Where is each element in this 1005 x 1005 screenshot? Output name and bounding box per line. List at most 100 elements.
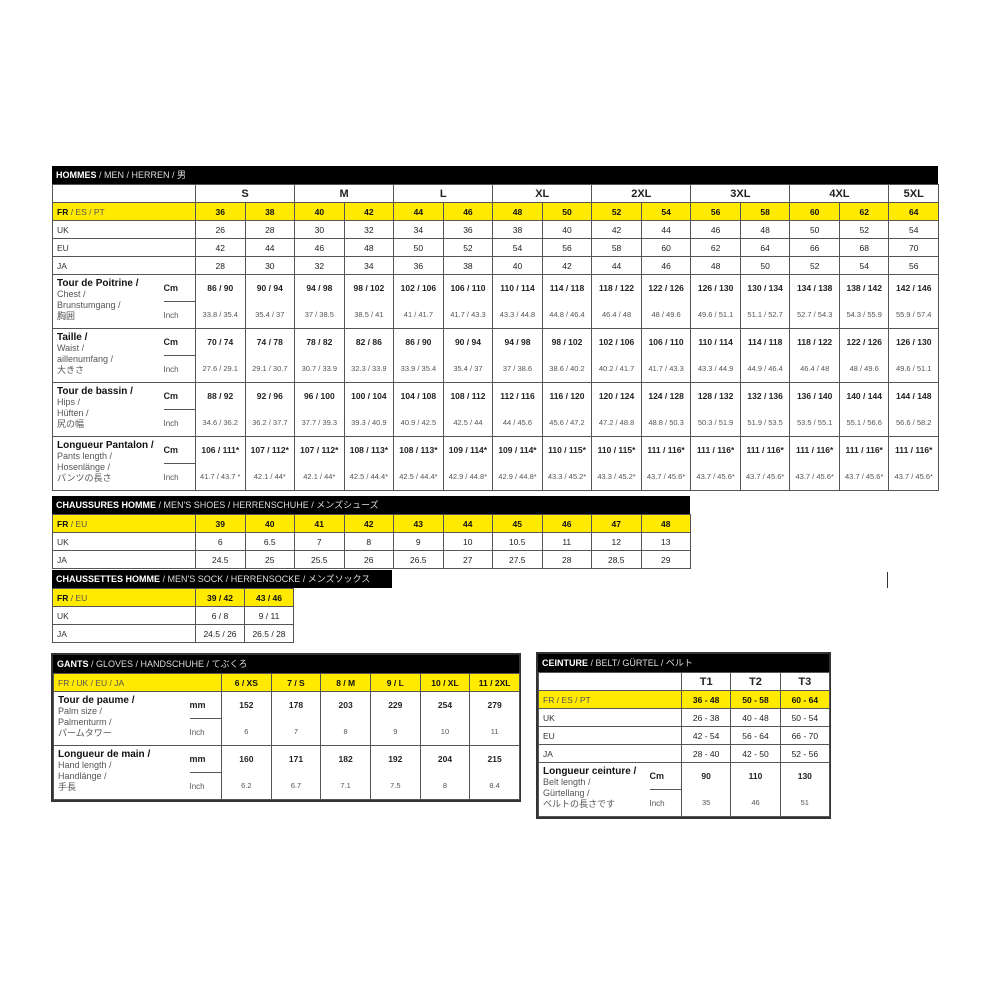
key-size-cell: 47 bbox=[591, 514, 642, 533]
measure-cell: 109 / 114* bbox=[442, 436, 494, 464]
key-size-cell: 58 bbox=[739, 202, 791, 221]
measure-cell: 47.2 / 48.8 bbox=[591, 409, 642, 437]
key-label-rest: / EU bbox=[68, 592, 88, 603]
size-cell: 46 bbox=[690, 220, 741, 239]
measure-cell: 27.6 / 29.1 bbox=[195, 355, 246, 383]
measure-cell: 42.5 / 44 bbox=[442, 409, 494, 437]
size-cell: 30 bbox=[244, 256, 296, 275]
title-main: HOMMES bbox=[56, 170, 97, 180]
measure-cell: 51 bbox=[779, 789, 830, 817]
row-label: JA bbox=[52, 256, 196, 275]
size-cell: 36 bbox=[393, 256, 444, 275]
row-label: JA bbox=[538, 744, 682, 763]
measure-cell: 88 / 92 bbox=[195, 382, 246, 410]
measure-cell: 111 / 116* bbox=[838, 436, 890, 464]
measure-cell: 42.5 / 44.4* bbox=[393, 463, 444, 491]
size-cell: 29 bbox=[640, 550, 691, 569]
gloves-size-table: GANTS / GLOVES / HANDSCHUHE / てぶくろ FR / U… bbox=[51, 653, 521, 802]
measure-cell: 53.5 / 55.1 bbox=[789, 409, 840, 437]
measure-cell: 8 bbox=[419, 772, 471, 800]
measure-cell: 118 / 122 bbox=[591, 274, 642, 302]
size-cell: 40 bbox=[492, 256, 543, 275]
size-cell: 36 bbox=[442, 220, 494, 239]
measure-cell: 56.6 / 58.2 bbox=[888, 409, 939, 437]
measure-label: Longueur de main / Hand length / Handlänge… bbox=[53, 745, 190, 800]
measure-label: Longueur ceinture / Belt length / Gürtella… bbox=[538, 762, 650, 817]
size-cell: 48 bbox=[343, 238, 395, 257]
measure-cell: 90 / 94 bbox=[442, 328, 494, 356]
unit-label: Cm bbox=[163, 436, 196, 464]
size-cell: 28 bbox=[541, 550, 592, 569]
row-label: JA bbox=[52, 550, 196, 569]
table-row: JA 28 - 40 42 - 50 52 - 56 bbox=[538, 744, 830, 763]
size-cell: 46 bbox=[640, 256, 692, 275]
size-group-row: S M L XL 2XL 3XL 4XL 5XL bbox=[52, 184, 939, 203]
measure-cell: 114 / 118 bbox=[541, 274, 593, 302]
size-cell: 12 bbox=[591, 532, 642, 551]
measure-cell: 104 / 108 bbox=[393, 382, 444, 410]
size-group-row: T1 T2 T3 bbox=[538, 672, 830, 691]
key-size-cell: 48 bbox=[492, 202, 543, 221]
measure-label-line: Gürtellang / bbox=[543, 788, 590, 798]
size-cell: 8 bbox=[343, 532, 394, 551]
measure-cell: 41.7 / 43.3 bbox=[640, 355, 692, 383]
key-label-bold: FR bbox=[57, 206, 69, 217]
size-cell: 56 bbox=[888, 256, 939, 275]
measure-cell: 110 / 115* bbox=[541, 436, 593, 464]
table-row: JA 24.5 / 26 26.5 / 28 bbox=[52, 624, 294, 643]
size-grid: FR / EU 39 40 41 42 43 44 45 46 47 48 UK 6 6.5 7 8 9 10 10… bbox=[52, 514, 691, 569]
unit-label: Inch bbox=[163, 355, 196, 383]
size-group-xl: XL bbox=[492, 184, 593, 203]
measure-cell: 38.6 / 40.2 bbox=[541, 355, 593, 383]
size-cell: 10.5 bbox=[492, 532, 543, 551]
size-cell: 32 bbox=[294, 256, 345, 275]
measure-cell: 182 bbox=[320, 745, 371, 773]
measure-cell: 41 / 41.7 bbox=[393, 301, 444, 329]
measure-row: Taille / Waist / aillenumfang / 大きさ Cm 70 / 7… bbox=[52, 328, 939, 383]
measure-cell: 49.6 / 51.1 bbox=[690, 301, 741, 329]
measure-label: Taille / Waist / aillenumfang / 大きさ bbox=[52, 328, 164, 383]
size-cell: 42 bbox=[195, 238, 246, 257]
measure-cell: 86 / 90 bbox=[393, 328, 444, 356]
measure-label-line: Palmenturm / bbox=[58, 717, 112, 727]
measure-cell: 111 / 116* bbox=[888, 436, 939, 464]
key-size-cell: 9 / L bbox=[369, 673, 421, 692]
unit-label: Cm bbox=[163, 328, 196, 356]
measure-cell: 43.3 / 44.9 bbox=[690, 355, 741, 383]
key-size-cell: 11 / 2XL bbox=[469, 673, 520, 692]
size-cell: 52 bbox=[442, 238, 494, 257]
measure-cell: 110 bbox=[730, 762, 781, 790]
size-cell: 9 / 11 bbox=[244, 606, 294, 625]
key-row-label: FR / EU bbox=[52, 588, 196, 607]
measure-label-line: 大きさ bbox=[57, 365, 85, 375]
size-cell: 24.5 bbox=[195, 550, 246, 569]
measure-label-line: Chest / bbox=[57, 289, 86, 299]
key-row-label: FR / EU bbox=[52, 514, 196, 533]
size-cell: 28.5 bbox=[591, 550, 642, 569]
measure-cell: 215 bbox=[469, 745, 520, 773]
size-cell: 38 bbox=[442, 256, 494, 275]
measure-cell: 7.5 bbox=[369, 772, 421, 800]
measure-label-line: Tour de bassin / bbox=[57, 386, 133, 397]
size-group-s: S bbox=[194, 184, 296, 203]
unit-label: Inch bbox=[163, 409, 196, 437]
key-size-cell: 43 bbox=[393, 514, 444, 533]
size-cell: 44 bbox=[244, 238, 296, 257]
key-row-label: FR / UK / EU / JA bbox=[53, 673, 222, 692]
measure-cell: 106 / 110 bbox=[442, 274, 494, 302]
measure-label-line: 胸囲 bbox=[57, 311, 76, 321]
measure-cell: 160 bbox=[221, 745, 272, 773]
size-cell: 28 - 40 bbox=[680, 744, 732, 763]
measure-cell: 111 / 116* bbox=[640, 436, 692, 464]
size-cell: 54 bbox=[888, 220, 939, 239]
key-label-rest: FR / UK / EU / JA bbox=[58, 677, 125, 688]
measure-cell: 33.8 / 35.4 bbox=[195, 301, 246, 329]
table-row: UK 26 28 30 32 34 36 38 40 42 44 46 48 50 52 54 bbox=[52, 220, 939, 239]
unit-label: mm bbox=[189, 745, 222, 773]
key-size-cell: 43 / 46 bbox=[244, 588, 294, 607]
measure-cell: 43.7 / 45.6* bbox=[739, 463, 791, 491]
size-cell: 70 bbox=[888, 238, 939, 257]
